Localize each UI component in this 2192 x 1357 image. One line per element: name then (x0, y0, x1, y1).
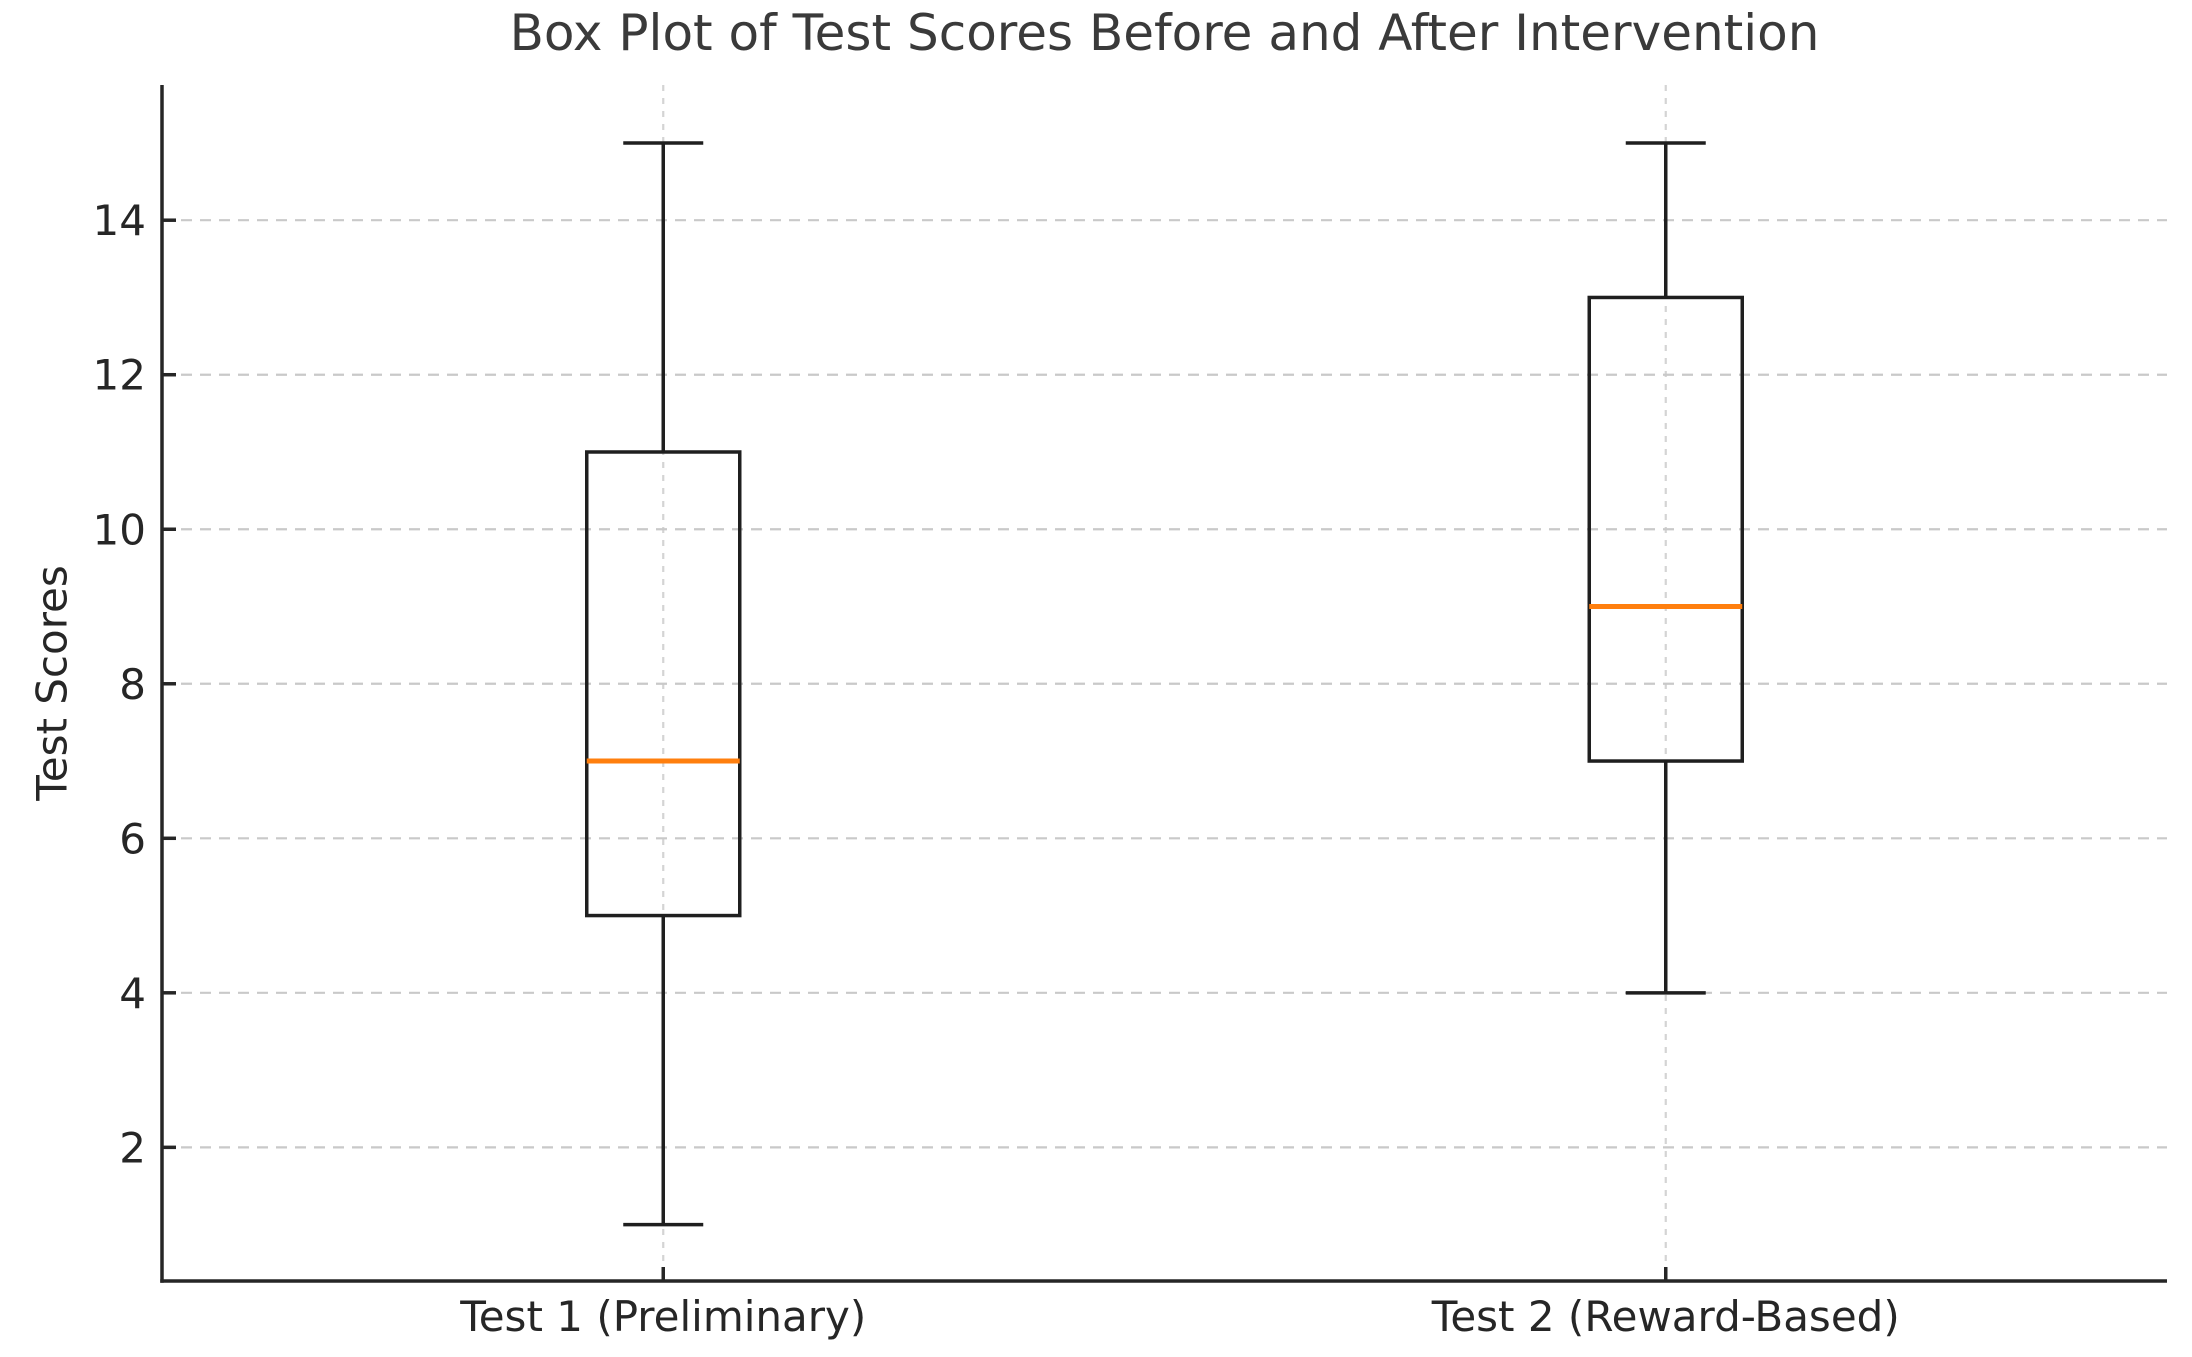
y-tick-label: 10 (93, 505, 146, 554)
iqr-box (1587, 295, 1744, 763)
iqr-box (585, 450, 742, 918)
y-tick-label: 2 (119, 1123, 146, 1172)
x-tick-label: Test 1 (Preliminary) (459, 1292, 866, 1341)
y-tick-label: 6 (119, 814, 146, 863)
y-tick-label: 12 (93, 351, 146, 400)
chart-title: Box Plot of Test Scores Before and After… (509, 4, 1820, 62)
y-tick-label: 14 (93, 196, 146, 245)
x-tick-label: Test 2 (Reward-Based) (1431, 1292, 1900, 1341)
y-tick-label: 4 (119, 969, 146, 1018)
y-tick-label: 8 (119, 660, 146, 709)
